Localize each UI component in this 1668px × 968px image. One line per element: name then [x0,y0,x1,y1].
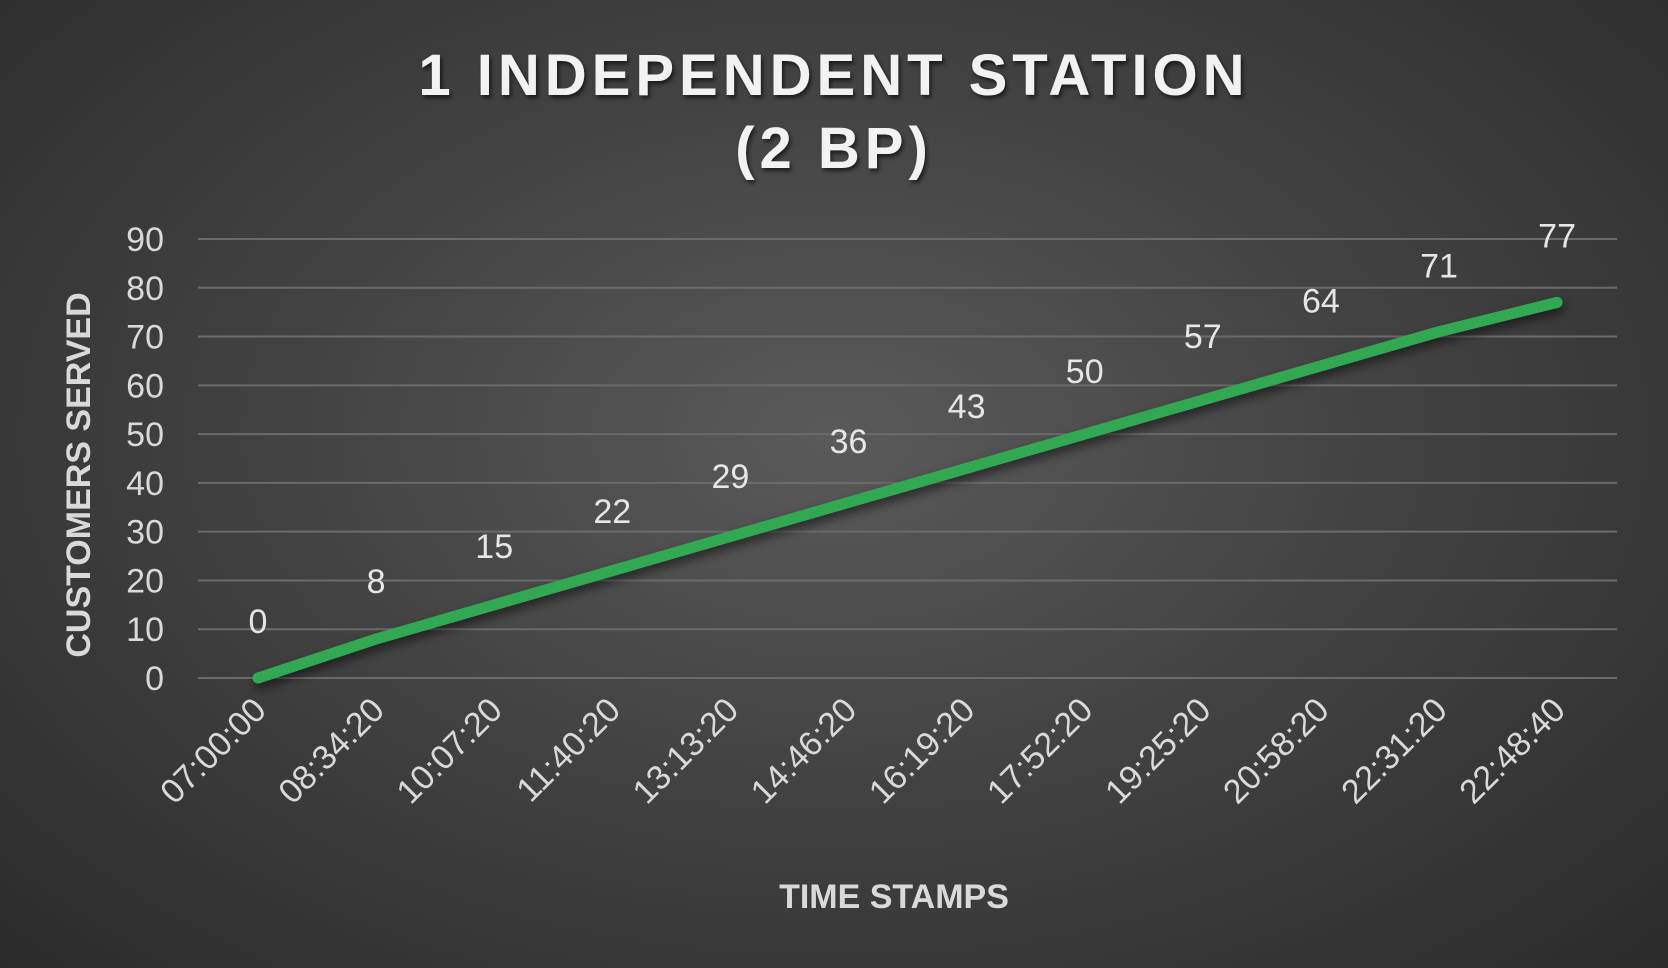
data-label: 57 [1184,318,1222,356]
y-tick-label: 80 [126,270,164,308]
data-point [489,599,500,610]
x-axis-title: TIME STAMPS [779,878,1009,916]
x-tick-label: 07:00:00 [153,691,273,811]
data-label: 22 [593,493,631,531]
data-point [1197,394,1208,405]
x-tick-label: 13:13:20 [626,691,746,811]
x-tick-label: 17:52:20 [980,691,1100,811]
chart-title: 1 INDEPENDENT STATION (2 BP) [418,43,1249,181]
data-point [371,633,382,644]
series-line [252,296,1563,684]
y-tick-label: 0 [145,660,164,698]
y-tick-label: 30 [126,514,164,552]
data-label: 8 [367,563,386,601]
data-point [1315,360,1326,371]
x-tick-label: 22:31:20 [1334,691,1454,811]
data-point [961,463,972,474]
y-tick-label: 50 [126,416,164,454]
data-label: 64 [1302,283,1340,321]
x-tick-label: 11:40:20 [509,691,628,810]
y-tick-label: 60 [126,367,164,405]
x-tick-label: 10:07:20 [389,691,509,811]
data-label: 43 [948,388,986,426]
y-tick-label: 10 [126,611,164,649]
y-axis-title: CUSTOMERS SERVED [60,292,98,657]
data-point [1434,326,1444,337]
data-point [1552,297,1563,308]
series-layer [252,296,1563,684]
data-label: 0 [249,603,268,641]
x-tick-label: 16:19:20 [862,691,982,811]
y-tick-label: 20 [126,562,164,600]
data-labels: 0 8 15 22 29 36 43 50 57 64 71 77 [249,218,1576,641]
data-label: 29 [711,458,749,496]
x-tick-label: 14:46:20 [744,691,864,811]
y-tick-label: 40 [126,465,164,503]
x-tick-label: 19:25:20 [1098,691,1218,811]
y-axis-ticks: 0 10 20 30 40 50 60 70 80 90 [126,221,164,698]
data-label: 77 [1538,218,1576,256]
x-tick-label: 08:34:20 [271,691,391,811]
data-point [607,565,618,576]
data-point [725,531,736,542]
x-tick-label: 20:58:20 [1216,691,1336,811]
data-label: 36 [830,423,868,461]
data-label: 15 [475,528,513,566]
data-point [1079,429,1090,440]
data-label: 50 [1066,353,1104,391]
data-label: 71 [1420,248,1458,286]
chart-title-line-2: (2 BP) [735,116,933,181]
x-tick-label: 22:48:40 [1452,691,1572,811]
y-tick-label: 90 [126,221,164,259]
data-point [843,497,854,508]
data-point [253,673,263,683]
gridlines [198,238,1617,679]
chart-title-line-1: 1 INDEPENDENT STATION [418,43,1249,108]
y-tick-label: 70 [126,319,164,357]
